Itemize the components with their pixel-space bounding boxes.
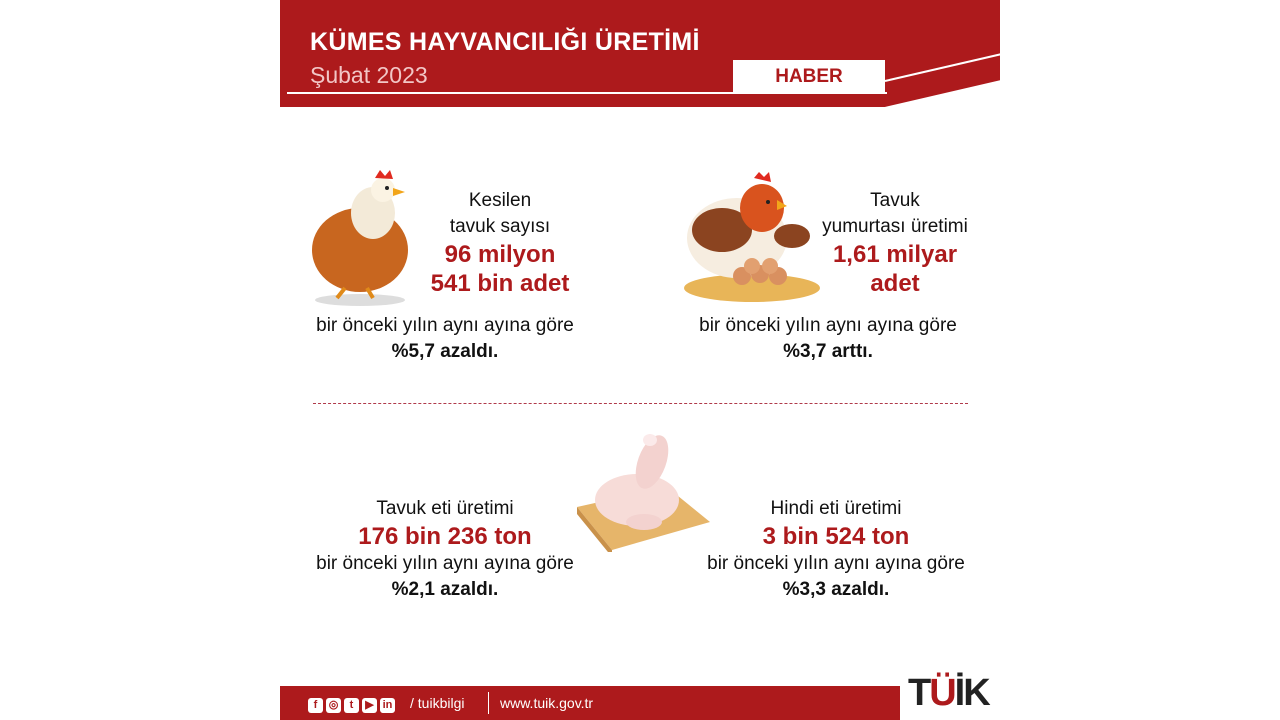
slaughtered-chicken-stat: Kesilen tavuk sayısı 96 milyon 541 bin a… (410, 188, 590, 298)
compare-text: bir önceki yılın aynı ayına göre (316, 315, 574, 336)
compare-text: bir önceki yılın aynı ayına göre (316, 553, 574, 574)
stat-value: 541 bin adet (430, 270, 570, 297)
stat-label: tavuk sayısı (449, 216, 551, 237)
instagram-icon[interactable]: ◎ (326, 698, 341, 713)
stat-value: 176 bin 236 ton (358, 523, 532, 550)
stat-label: yumurtası üretimi (822, 216, 968, 237)
compare-text: bir önceki yılın aynı ayına göre (699, 315, 957, 336)
compare-text: bir önceki yılın aynı ayına göre (707, 553, 965, 574)
stat-label: Tavuk (870, 190, 920, 211)
bulletin-badge: HABER BÜLTENİ (733, 60, 885, 107)
twitter-icon[interactable]: t (344, 698, 359, 713)
social-handle[interactable]: / tuikbilgi (410, 695, 465, 711)
hen-with-eggs-illustration (684, 172, 820, 302)
stat-value: 1,61 milyar (832, 241, 958, 268)
stat-value: 96 milyon (444, 241, 556, 268)
header-banner: KÜMES HAYVANCILIĞI ÜRETİMİ Şubat 2023 HA… (280, 0, 1000, 107)
rooster-illustration (312, 170, 408, 306)
stat-label: Hindi eti üretimi (770, 498, 902, 519)
chicken-meat-stat: Tavuk eti üretimi 176 bin 236 ton bir ön… (295, 496, 595, 603)
footer-bar: f ◎ t ▶ in / tuikbilgi www.tuik.gov.tr (280, 686, 900, 720)
website-link[interactable]: www.tuik.gov.tr (500, 695, 594, 711)
stat-label: Tavuk eti üretimi (376, 498, 514, 519)
tuik-logo: TÜİK (908, 672, 991, 714)
change-text: %3,3 azaldı. (782, 579, 890, 600)
change-text: %3,7 arttı. (783, 341, 873, 362)
footer-separator (488, 692, 489, 714)
dashed-divider (313, 403, 968, 404)
header-line (287, 92, 887, 94)
stat-label: Kesilen (468, 190, 532, 211)
header-diagonal-line (884, 53, 1000, 82)
page-title: KÜMES HAYVANCILIĞI ÜRETİMİ (310, 28, 700, 56)
raw-chicken-illustration (577, 434, 710, 552)
youtube-icon[interactable]: ▶ (362, 698, 377, 713)
linkedin-icon[interactable]: in (380, 698, 395, 713)
facebook-icon[interactable]: f (308, 698, 323, 713)
change-text: %5,7 azaldı. (391, 341, 499, 362)
egg-production-stat: Tavuk yumurtası üretimi 1,61 milyar adet (810, 188, 980, 298)
page-subtitle: Şubat 2023 (310, 62, 428, 88)
change-text: %2,1 azaldı. (391, 579, 499, 600)
stat-value: adet (870, 270, 920, 297)
stat-value: 3 bin 524 ton (762, 523, 910, 550)
slaughtered-chicken-change: bir önceki yılın aynı ayına göre %5,7 az… (295, 313, 595, 365)
social-icons: f ◎ t ▶ in (308, 695, 398, 713)
turkey-meat-stat: Hindi eti üretimi 3 bin 524 ton bir önce… (686, 496, 986, 603)
egg-production-change: bir önceki yılın aynı ayına göre %3,7 ar… (678, 313, 978, 365)
